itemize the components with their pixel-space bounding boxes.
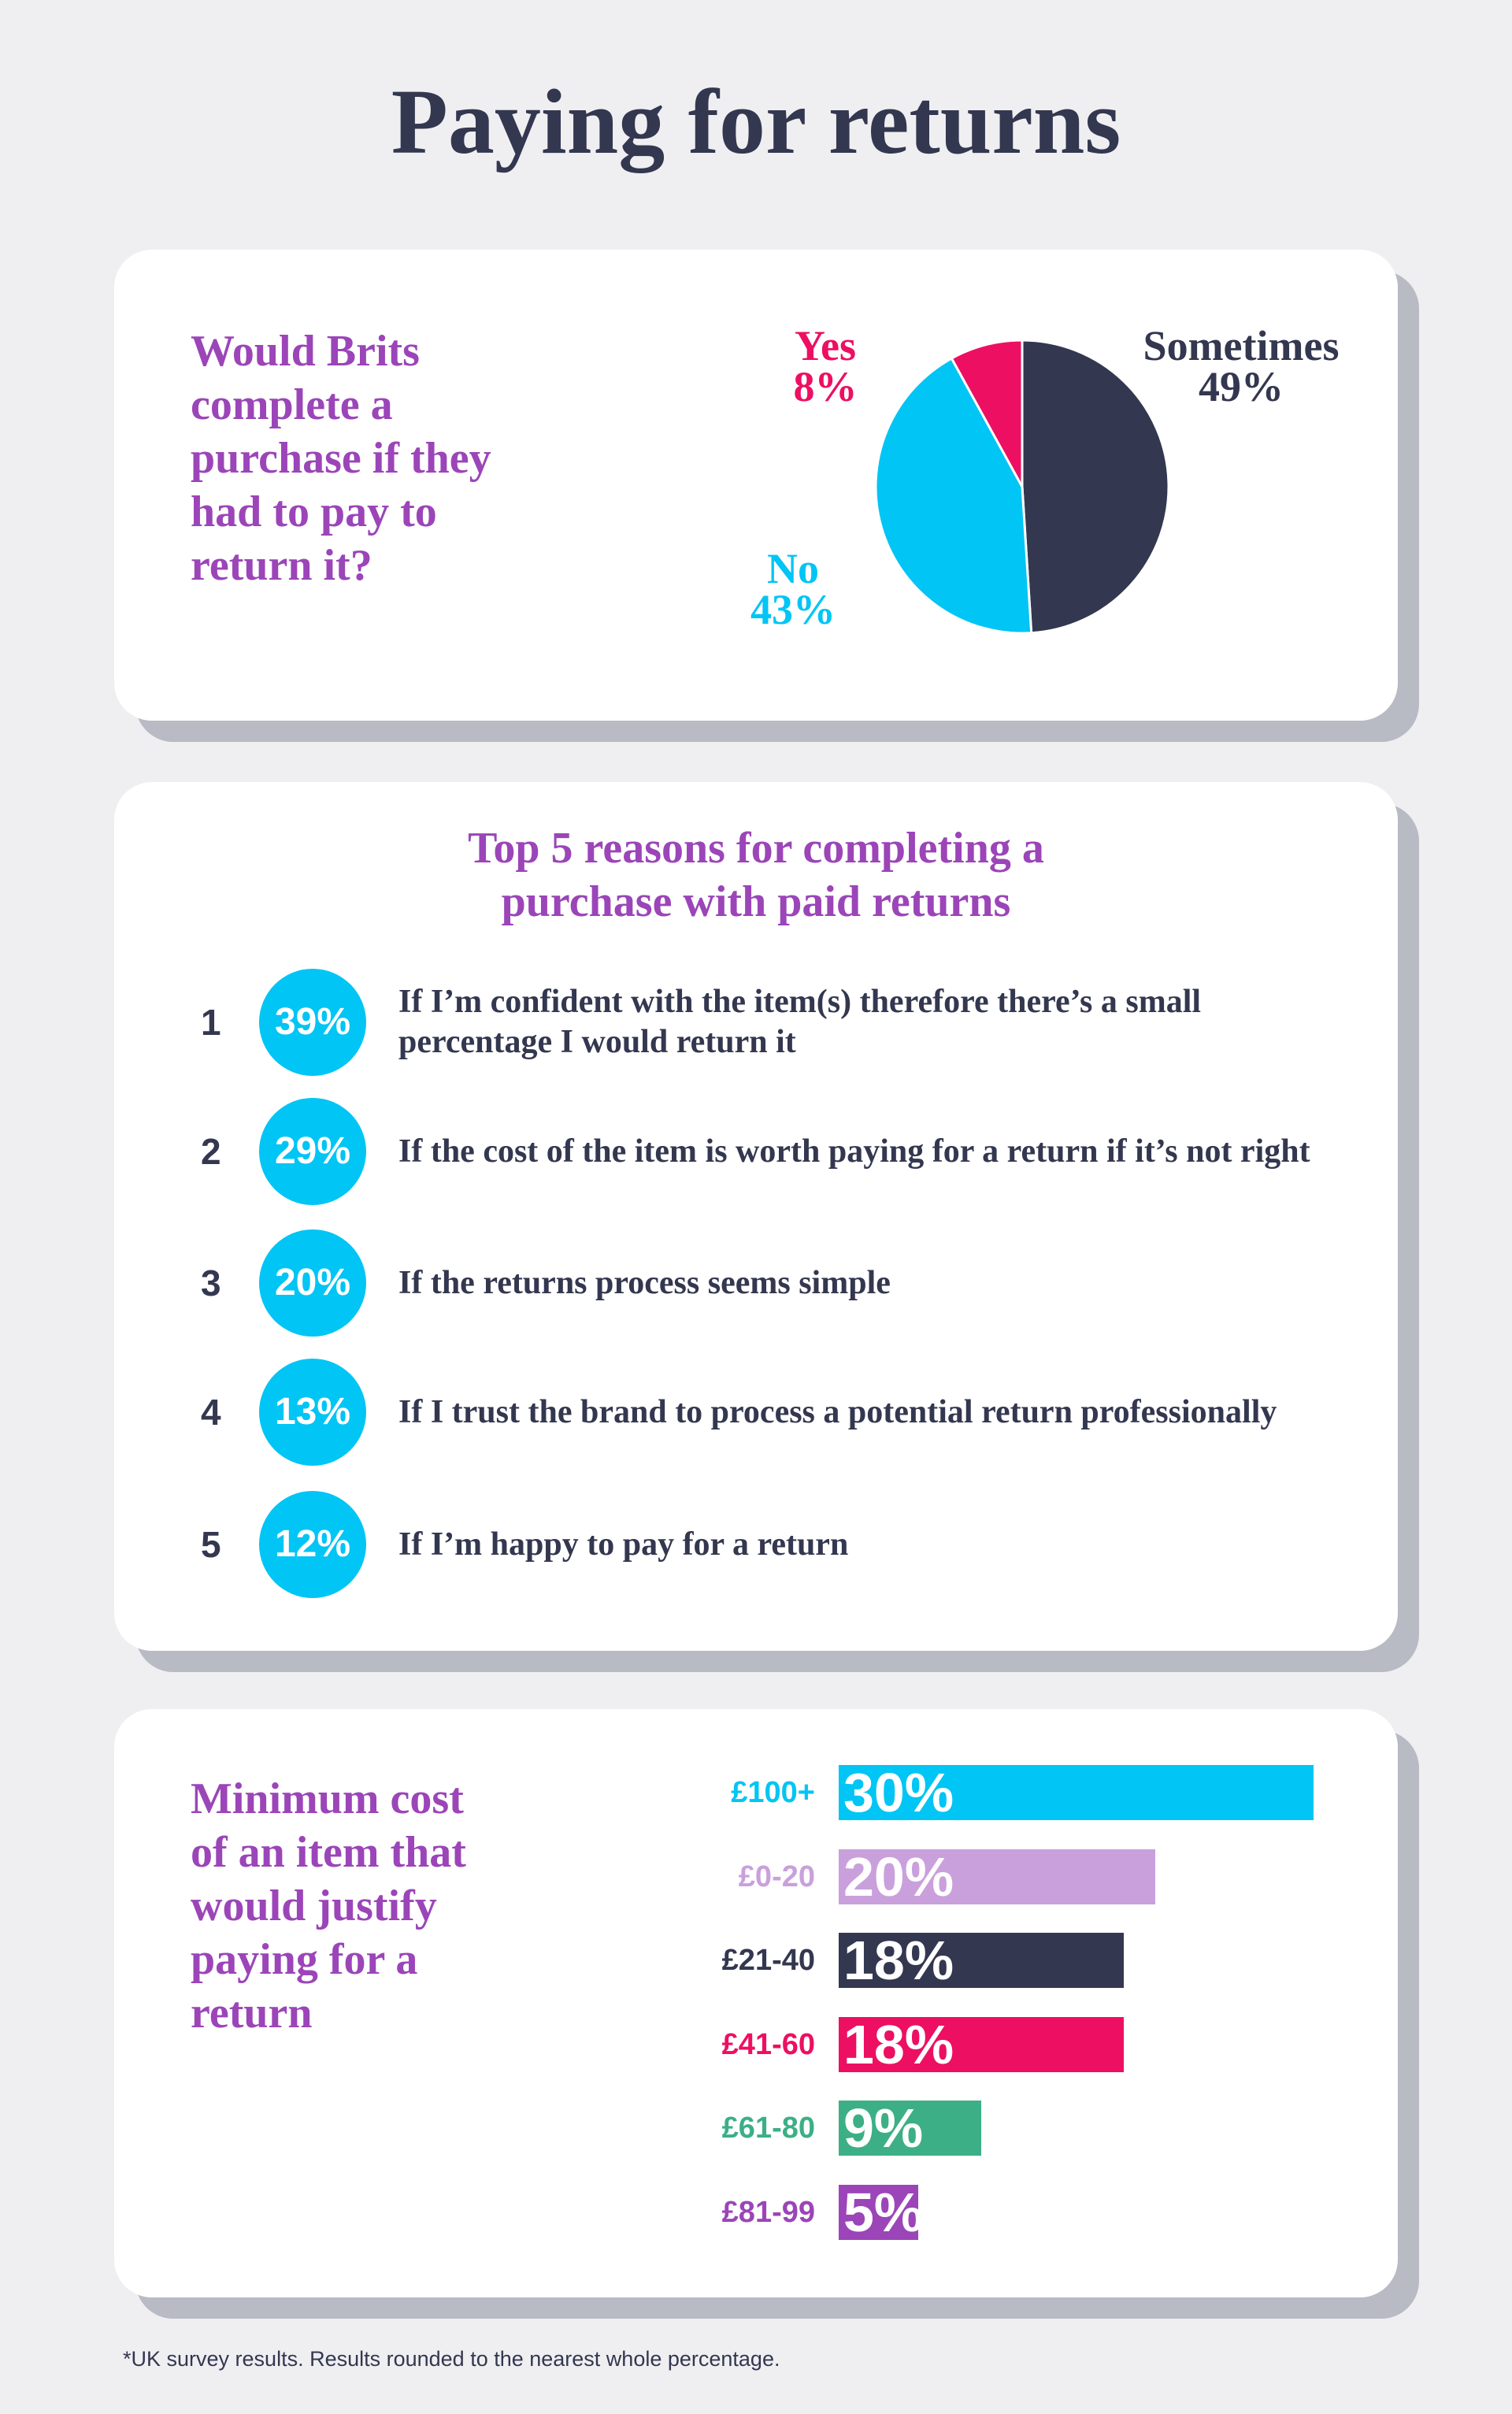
bar-value-label: 5% xyxy=(843,2182,924,2243)
reason-text: If I trust the brand to process a potent… xyxy=(398,1359,1328,1466)
bar-value-label: 30% xyxy=(843,1762,954,1823)
bar: 18% xyxy=(839,2013,1124,2075)
pie-question-line: had to pay to xyxy=(191,488,437,536)
reason-percent-badge: 12% xyxy=(259,1491,366,1598)
bar-heading-line: return xyxy=(191,1989,313,2038)
reason-percent-badge: 29% xyxy=(259,1098,366,1205)
page-title: Paying for returns xyxy=(391,70,1121,173)
bar: 18% xyxy=(839,1930,1124,1992)
reason-rank: 2 xyxy=(201,1131,221,1172)
bar-category-label: £41-60 xyxy=(721,2027,815,2061)
pie-question-line: purchase if they xyxy=(191,434,491,483)
bar-heading-line: Minimum cost xyxy=(191,1774,464,1823)
pie-slice-no xyxy=(874,356,1033,635)
bar-value-label: 18% xyxy=(843,2013,954,2075)
bar-value-label: 18% xyxy=(843,1930,954,1992)
pie-label-name: Sometimes xyxy=(1143,322,1340,369)
reason-row: 3 20% If the returns process seems simple xyxy=(114,1229,1398,1337)
pie-label-sometimes: Sometimes 49% xyxy=(1099,322,1383,410)
bar-value-label: 9% xyxy=(843,2097,924,2160)
bar: 30% xyxy=(839,1765,1314,1820)
reasons-heading-line: Top 5 reasons for completing a xyxy=(468,824,1044,873)
bar-heading: Minimum cost of an item that would justi… xyxy=(191,1772,600,2040)
pie-label-value: 43% xyxy=(750,586,836,633)
pie-slice-sometimes xyxy=(1021,339,1170,635)
bar-heading-line: of an item that xyxy=(191,1828,466,1877)
pie-question: Would Brits complete a purchase if they … xyxy=(191,324,600,592)
reason-text: If the cost of the item is worth paying … xyxy=(398,1098,1328,1205)
reason-row: 5 12% If I’m happy to pay for a return xyxy=(114,1491,1398,1598)
reason-percent-badge: 39% xyxy=(259,969,366,1076)
reason-rank: 4 xyxy=(201,1392,221,1433)
pie-question-line: return it? xyxy=(191,541,372,590)
pie-slice-yes xyxy=(950,339,1024,488)
bar-category-label: £100+ xyxy=(731,1776,815,1809)
bar-category-label: £0-20 xyxy=(738,1860,815,1893)
reasons-heading-line: purchase with paid returns xyxy=(501,877,1011,926)
bar-category-label: £81-99 xyxy=(721,2196,815,2229)
reason-rank: 5 xyxy=(201,1524,221,1565)
reasons-card: Top 5 reasons for completing a purchase … xyxy=(114,782,1398,1651)
reason-percent-badge: 20% xyxy=(259,1229,366,1337)
reason-text: If I’m happy to pay for a return xyxy=(398,1491,1328,1598)
bar-value-label: 20% xyxy=(843,1845,954,1908)
pie-question-line: Would Brits xyxy=(191,327,420,376)
pie-label-value: 8% xyxy=(793,363,858,410)
reason-text: If the returns process seems simple xyxy=(398,1229,1328,1337)
reason-text-content: If I’m happy to pay for a return xyxy=(398,1526,849,1563)
reason-row: 1 39% If I’m confident with the item(s) th… xyxy=(114,969,1398,1076)
reason-text: If I’m confident with the item(s) theref… xyxy=(398,969,1328,1076)
reason-rank: 3 xyxy=(201,1263,221,1303)
bar-heading-line: paying for a xyxy=(191,1935,418,1984)
reason-text-content: If the cost of the item is worth paying … xyxy=(398,1133,1310,1170)
reason-percent-badge: 13% xyxy=(259,1359,366,1466)
reason-row: 4 13% If I trust the brand to process a po… xyxy=(114,1359,1398,1466)
reason-text-content: If I’m confident with the item(s) theref… xyxy=(398,984,1202,1060)
bar-card: Minimum cost of an item that would justi… xyxy=(114,1709,1398,2297)
pie-card: Would Brits complete a purchase if they … xyxy=(114,250,1398,721)
pie-label-name: No xyxy=(767,545,819,592)
bar: 9% xyxy=(839,2101,981,2156)
bar: 5% xyxy=(839,2185,923,2240)
pie-chart xyxy=(874,339,1170,635)
pie-label-name: Yes xyxy=(795,322,856,369)
pie-question-line: complete a xyxy=(191,380,393,429)
bar: 20% xyxy=(839,1849,1155,1904)
bar-heading-line: would justify xyxy=(191,1882,437,1930)
bar-category-label: £21-40 xyxy=(721,1944,815,1978)
reasons-heading: Top 5 reasons for completing a purchase … xyxy=(114,821,1398,929)
pie-label-yes: Yes 8% xyxy=(684,322,967,410)
reason-text-content: If I trust the brand to process a potent… xyxy=(398,1393,1277,1430)
pie-label-no: No 43% xyxy=(651,545,935,633)
bar-category-label: £61-80 xyxy=(721,2112,815,2145)
pie-label-value: 49% xyxy=(1199,363,1284,410)
footnote: *UK survey results. Results rounded to t… xyxy=(123,2347,780,2371)
reason-text-content: If the returns process seems simple xyxy=(398,1264,891,1301)
reason-row: 2 29% If the cost of the item is worth pay… xyxy=(114,1098,1398,1205)
reason-rank: 1 xyxy=(201,1002,221,1043)
